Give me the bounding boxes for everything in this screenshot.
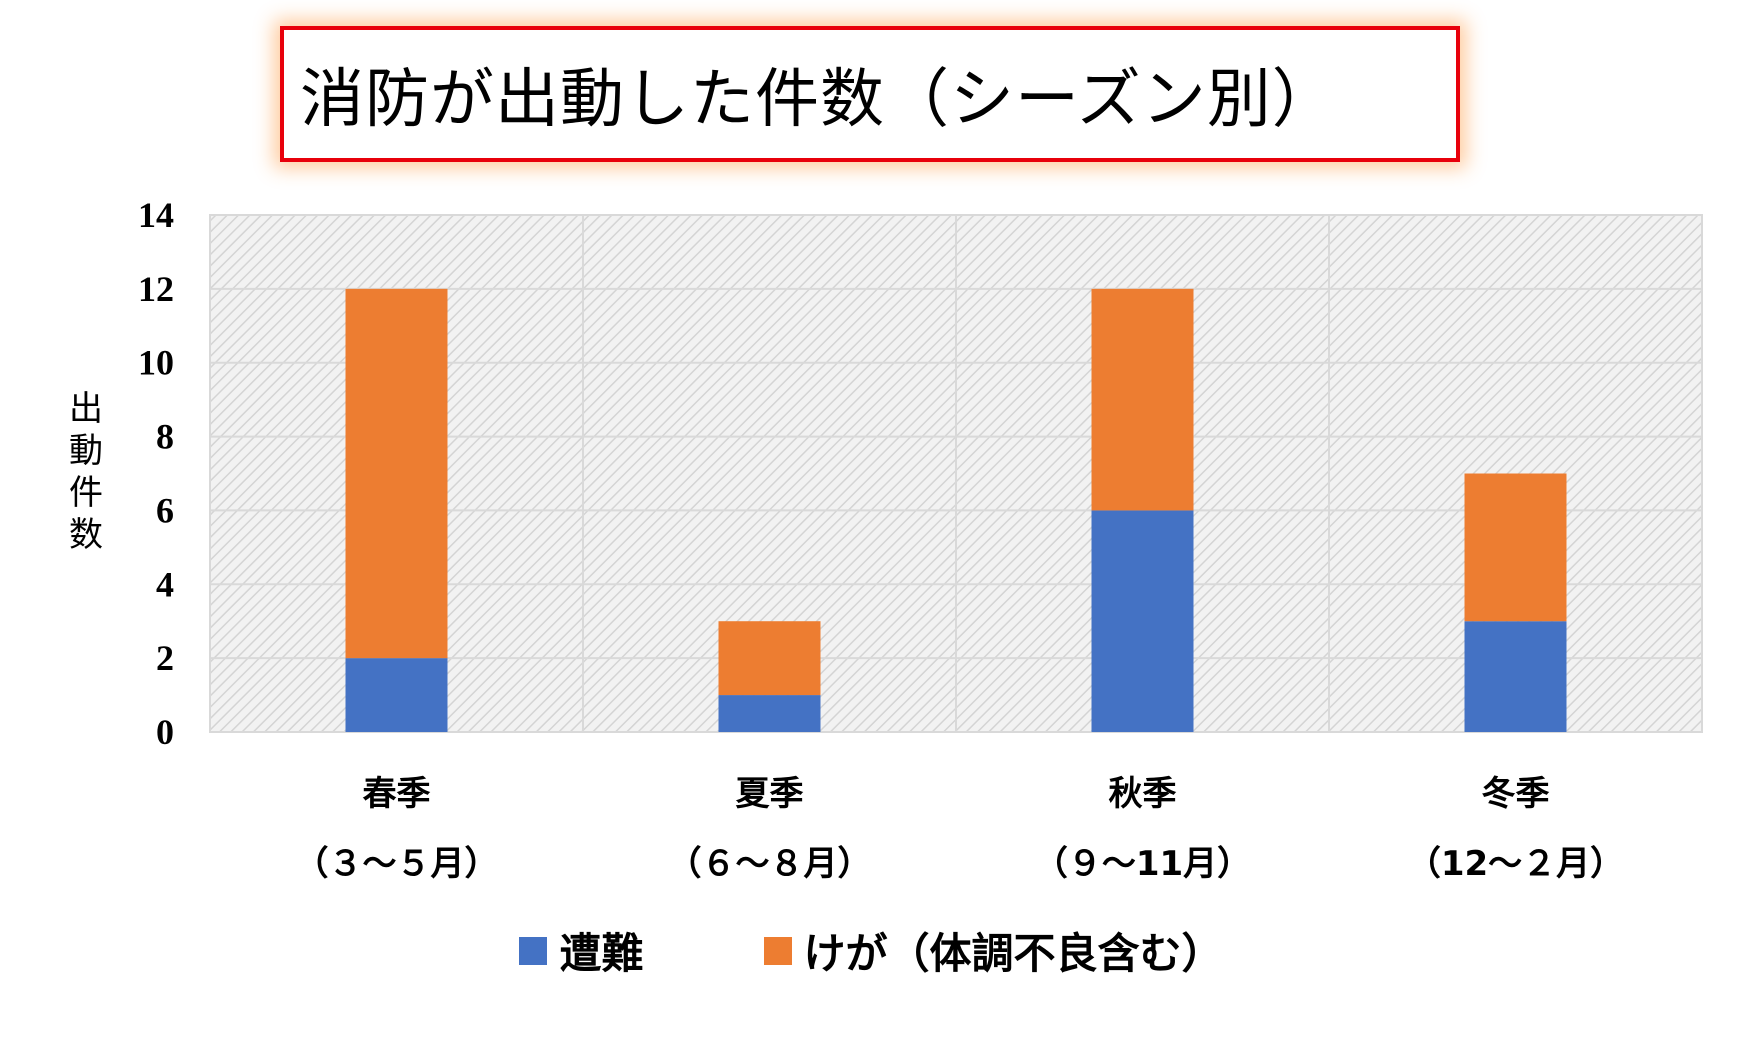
bar-segment-series-2 (345, 288, 448, 659)
legend-swatch-series-1 (519, 936, 548, 965)
legend-label-series-2: けが（体調不良含む） (803, 929, 1224, 978)
category-label: 冬季 (1482, 774, 1550, 814)
chart-title-box: 消防が出動した件数（シーズン別） (280, 26, 1460, 162)
category-label: 秋季 (1109, 774, 1177, 814)
bar-segment-series-2 (1464, 473, 1567, 622)
gridlines (210, 214, 1702, 733)
legend-label-series-1: 遭難 (559, 929, 644, 978)
y-tick-label: 2 (156, 638, 174, 678)
category-range-label: （９～11月） (1034, 844, 1251, 884)
y-axis-label: 出動件数 (69, 389, 103, 555)
bars (345, 288, 1567, 732)
bar-segment-series-1 (1464, 621, 1567, 732)
y-tick-label: 10 (138, 343, 174, 383)
bar-segment-series-2 (1091, 288, 1194, 511)
bar-segment-series-1 (718, 695, 821, 732)
category-label: 春季 (363, 774, 431, 814)
category-range-label: （６～８月） (668, 844, 872, 884)
bar-segment-series-1 (1091, 510, 1194, 732)
y-tick-label: 8 (156, 417, 174, 457)
y-tick-label: 12 (138, 269, 174, 309)
category-range-label: （３～５月） (295, 844, 499, 884)
bar-segment-series-1 (345, 658, 448, 732)
legend: 遭難 けが（体調不良含む） (0, 920, 1743, 981)
legend-swatch-series-2 (763, 936, 792, 965)
y-axis-ticks: 0 2 4 6 8 10 12 14 (138, 195, 174, 752)
bar-segment-series-2 (718, 621, 821, 696)
category-label: 夏季 (736, 774, 804, 814)
legend-item-series-1: 遭難 (519, 920, 644, 981)
y-tick-label: 4 (156, 564, 174, 604)
legend-item-series-2: けが（体調不良含む） (763, 920, 1224, 981)
y-tick-label: 14 (138, 195, 174, 235)
chart-title: 消防が出動した件数（シーズン別） (300, 63, 1337, 137)
x-axis-labels: 春季 （３～５月） 夏季 （６～８月） 秋季 （９～11月） 冬季 （12～２月） (295, 774, 1625, 884)
category-range-label: （12～２月） (1407, 844, 1624, 884)
y-tick-label: 6 (156, 490, 174, 530)
y-tick-label: 0 (156, 712, 174, 752)
